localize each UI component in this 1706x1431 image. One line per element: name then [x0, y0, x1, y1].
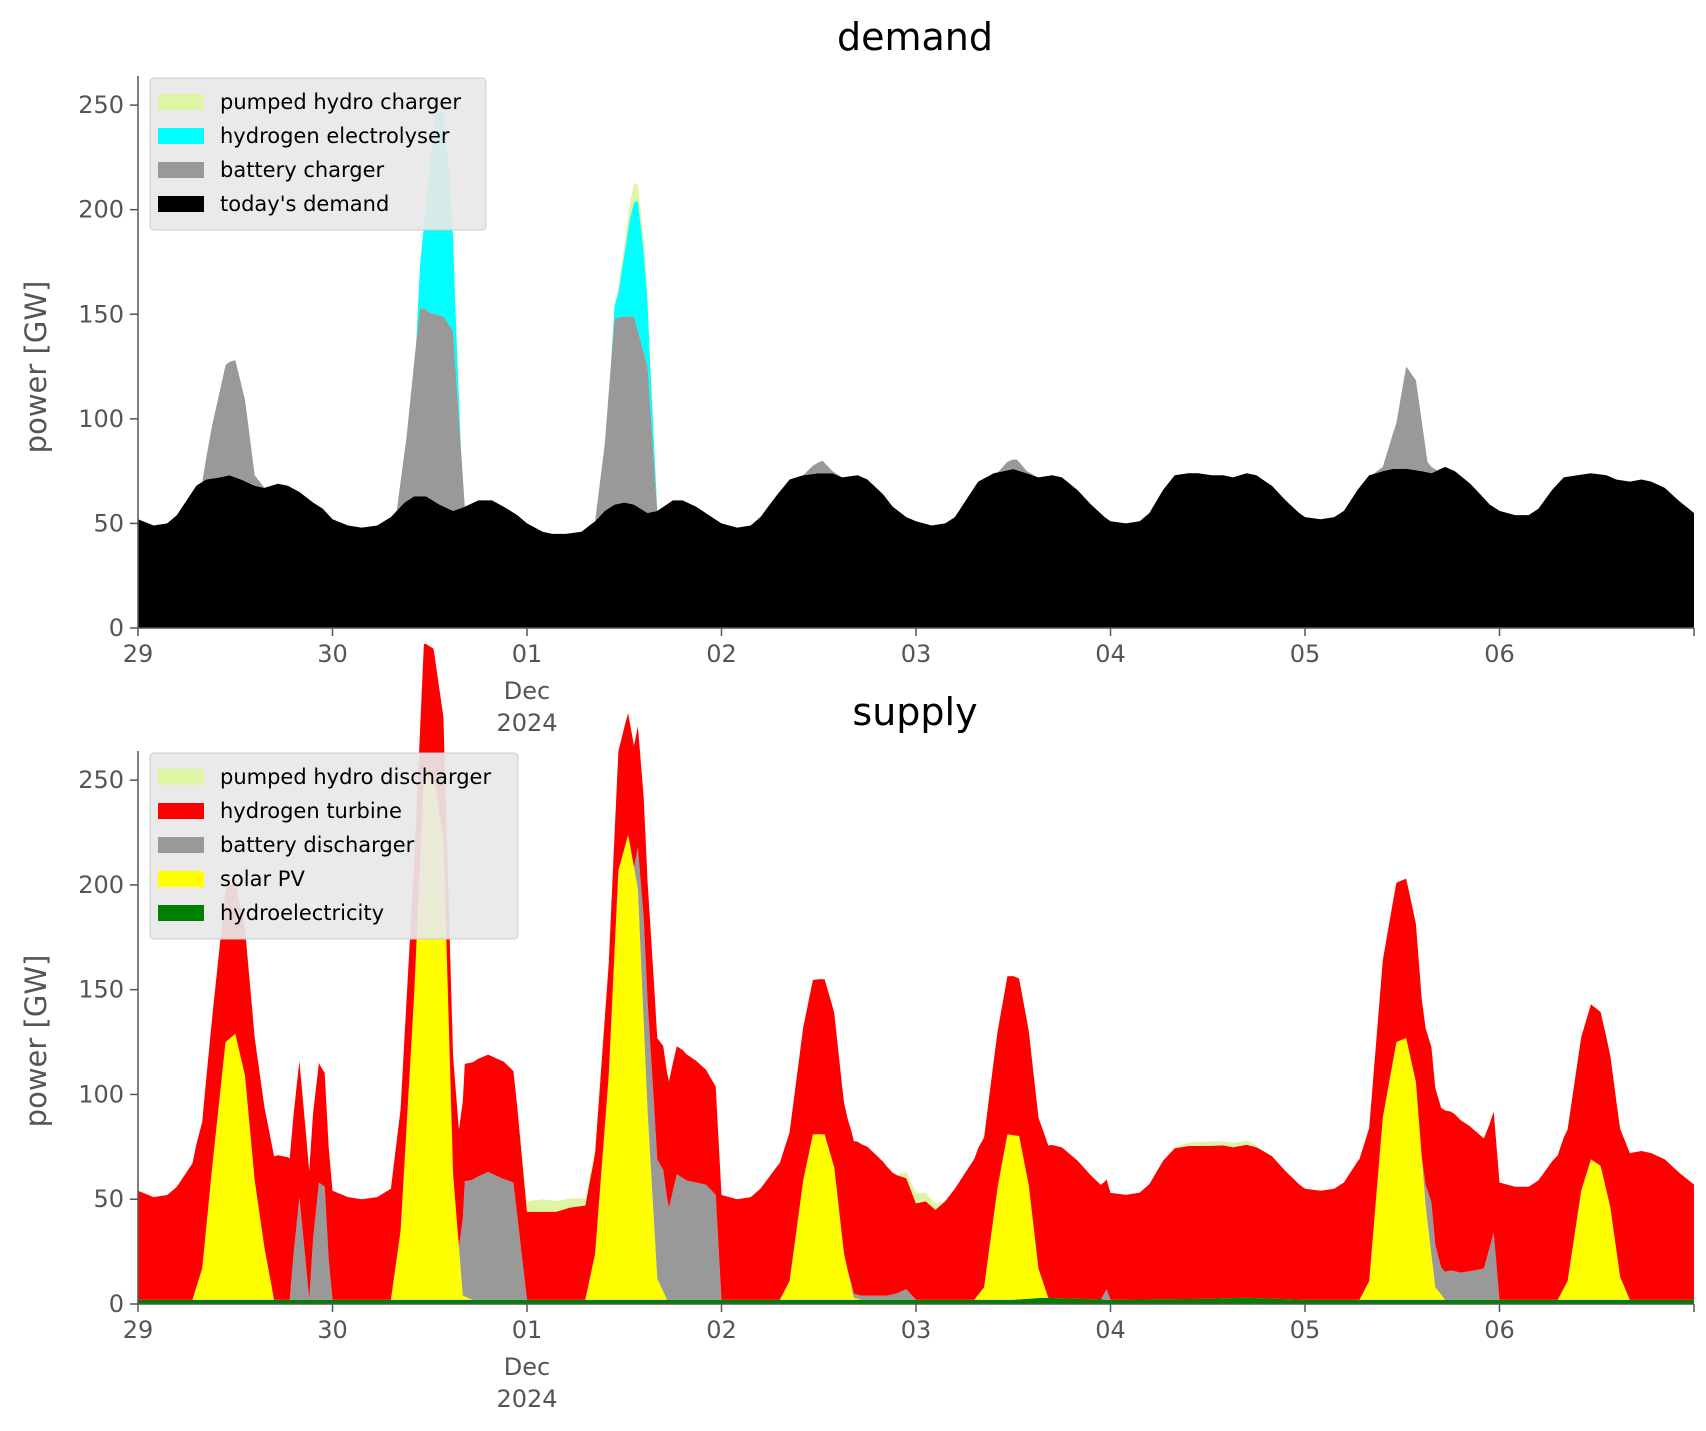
supply-x-tick-label: 06 — [1484, 1316, 1515, 1344]
demand-legend-label-today-s-demand: today's demand — [220, 192, 389, 216]
supply-legend-box — [149, 752, 519, 940]
demand-x-tick-label: 01 — [512, 640, 543, 668]
supply-legend-label-solar-pv: solar PV — [220, 867, 305, 891]
supply-series-hydroelectricity — [138, 1297, 1694, 1304]
demand-x-tick-label: 30 — [317, 640, 348, 668]
supply-x-tick-sublabel: 2024 — [496, 1385, 557, 1413]
demand-x-tick-label: 06 — [1484, 640, 1515, 668]
demand-chart-title: demand — [837, 15, 993, 59]
demand-legend-swatch-pumped-hydro-charger — [158, 94, 204, 110]
supply-legend-label-hydroelectricity: hydroelectricity — [220, 901, 384, 925]
supply-y-tick-label: 200 — [78, 871, 124, 899]
supply-legend-swatch-battery-discharger — [158, 837, 204, 853]
demand-axes: 0 50 100 150 200 250 29 30 01 Dec 2024 02 03 04 05 06 — [78, 76, 1695, 737]
demand-legend-swatch-battery-charger — [158, 162, 204, 178]
supply-series-hydrogen-turbine — [138, 643, 1694, 1300]
demand-y-axis-label: power [GW] — [19, 281, 53, 454]
demand-x-tick-label: 02 — [706, 640, 737, 668]
demand-series-hydrogen-electrolyser — [138, 111, 1694, 534]
demand-y-tick-label: 0 — [109, 614, 124, 642]
supply-legend-swatch-pumped-hydro-discharger — [158, 769, 204, 785]
demand-legend-box — [149, 77, 487, 231]
supply-axes: 0 50 100 150 200 250 29 30 01 Dec 2024 02 03 04 05 06 — [78, 751, 1695, 1413]
demand-series-today-s-demand — [138, 466, 1694, 628]
demand-legend-swatch-hydrogen-electrolyser — [158, 128, 204, 144]
demand-y-tick-label: 50 — [93, 509, 124, 537]
supply-x-tick-label: 02 — [706, 1316, 737, 1344]
demand-x-tick-sublabel: Dec — [504, 677, 550, 705]
demand-legend-label-battery-charger: battery charger — [220, 158, 385, 182]
demand-x-tick-label: 05 — [1290, 640, 1321, 668]
supply-chart-title: supply — [852, 690, 977, 734]
supply-legend-swatch-hydrogen-turbine — [158, 803, 204, 819]
supply-y-tick-label: 50 — [93, 1185, 124, 1213]
supply-x-tick-sublabel: Dec — [504, 1353, 550, 1381]
supply-x-tick-label: 05 — [1290, 1316, 1321, 1344]
demand-y-tick-label: 100 — [78, 405, 124, 433]
supply-x-tick-label: 03 — [901, 1316, 932, 1344]
supply-plot-area — [138, 643, 1694, 1304]
supply-y-tick-label: 100 — [78, 1080, 124, 1108]
demand-y-tick-label: 250 — [78, 91, 124, 119]
demand-legend: pumped hydro charger hydrogen electrolyse… — [149, 77, 487, 231]
supply-x-tick-label: 29 — [123, 1316, 154, 1344]
supply-x-tick-label: 01 — [512, 1316, 543, 1344]
demand-x-tick-label: 04 — [1095, 640, 1126, 668]
supply-legend: pumped hydro discharger hydrogen turbine b… — [149, 752, 519, 940]
supply-legend-label-pumped-hydro-discharger: pumped hydro discharger — [220, 765, 491, 789]
supply-legend-label-battery-discharger: battery discharger — [220, 833, 415, 857]
supply-x-tick-label: 30 — [317, 1316, 348, 1344]
demand-series-battery-charger — [138, 308, 1694, 534]
supply-y-axis-label: power [GW] — [19, 955, 53, 1128]
demand-legend-label-pumped-hydro-charger: pumped hydro charger — [220, 90, 461, 114]
supply-y-tick-label: 250 — [78, 766, 124, 794]
demand-x-tick-sublabel: 2024 — [496, 709, 557, 737]
demand-legend-swatch-today-s-demand — [158, 196, 204, 212]
demand-y-tick-label: 200 — [78, 196, 124, 224]
demand-x-tick-label: 03 — [901, 640, 932, 668]
demand-legend-label-hydrogen-electrolyser: hydrogen electrolyser — [220, 124, 450, 148]
demand-plot-area — [138, 106, 1694, 628]
demand-x-tick-label: 29 — [123, 640, 154, 668]
demand-y-tick-label: 150 — [78, 300, 124, 328]
supply-x-tick-label: 04 — [1095, 1316, 1126, 1344]
supply-legend-swatch-hydroelectricity — [158, 905, 204, 921]
supply-y-tick-label: 0 — [109, 1290, 124, 1318]
supply-legend-swatch-solar-pv — [158, 871, 204, 887]
supply-legend-label-hydrogen-turbine: hydrogen turbine — [220, 799, 402, 823]
supply-y-tick-label: 150 — [78, 976, 124, 1004]
